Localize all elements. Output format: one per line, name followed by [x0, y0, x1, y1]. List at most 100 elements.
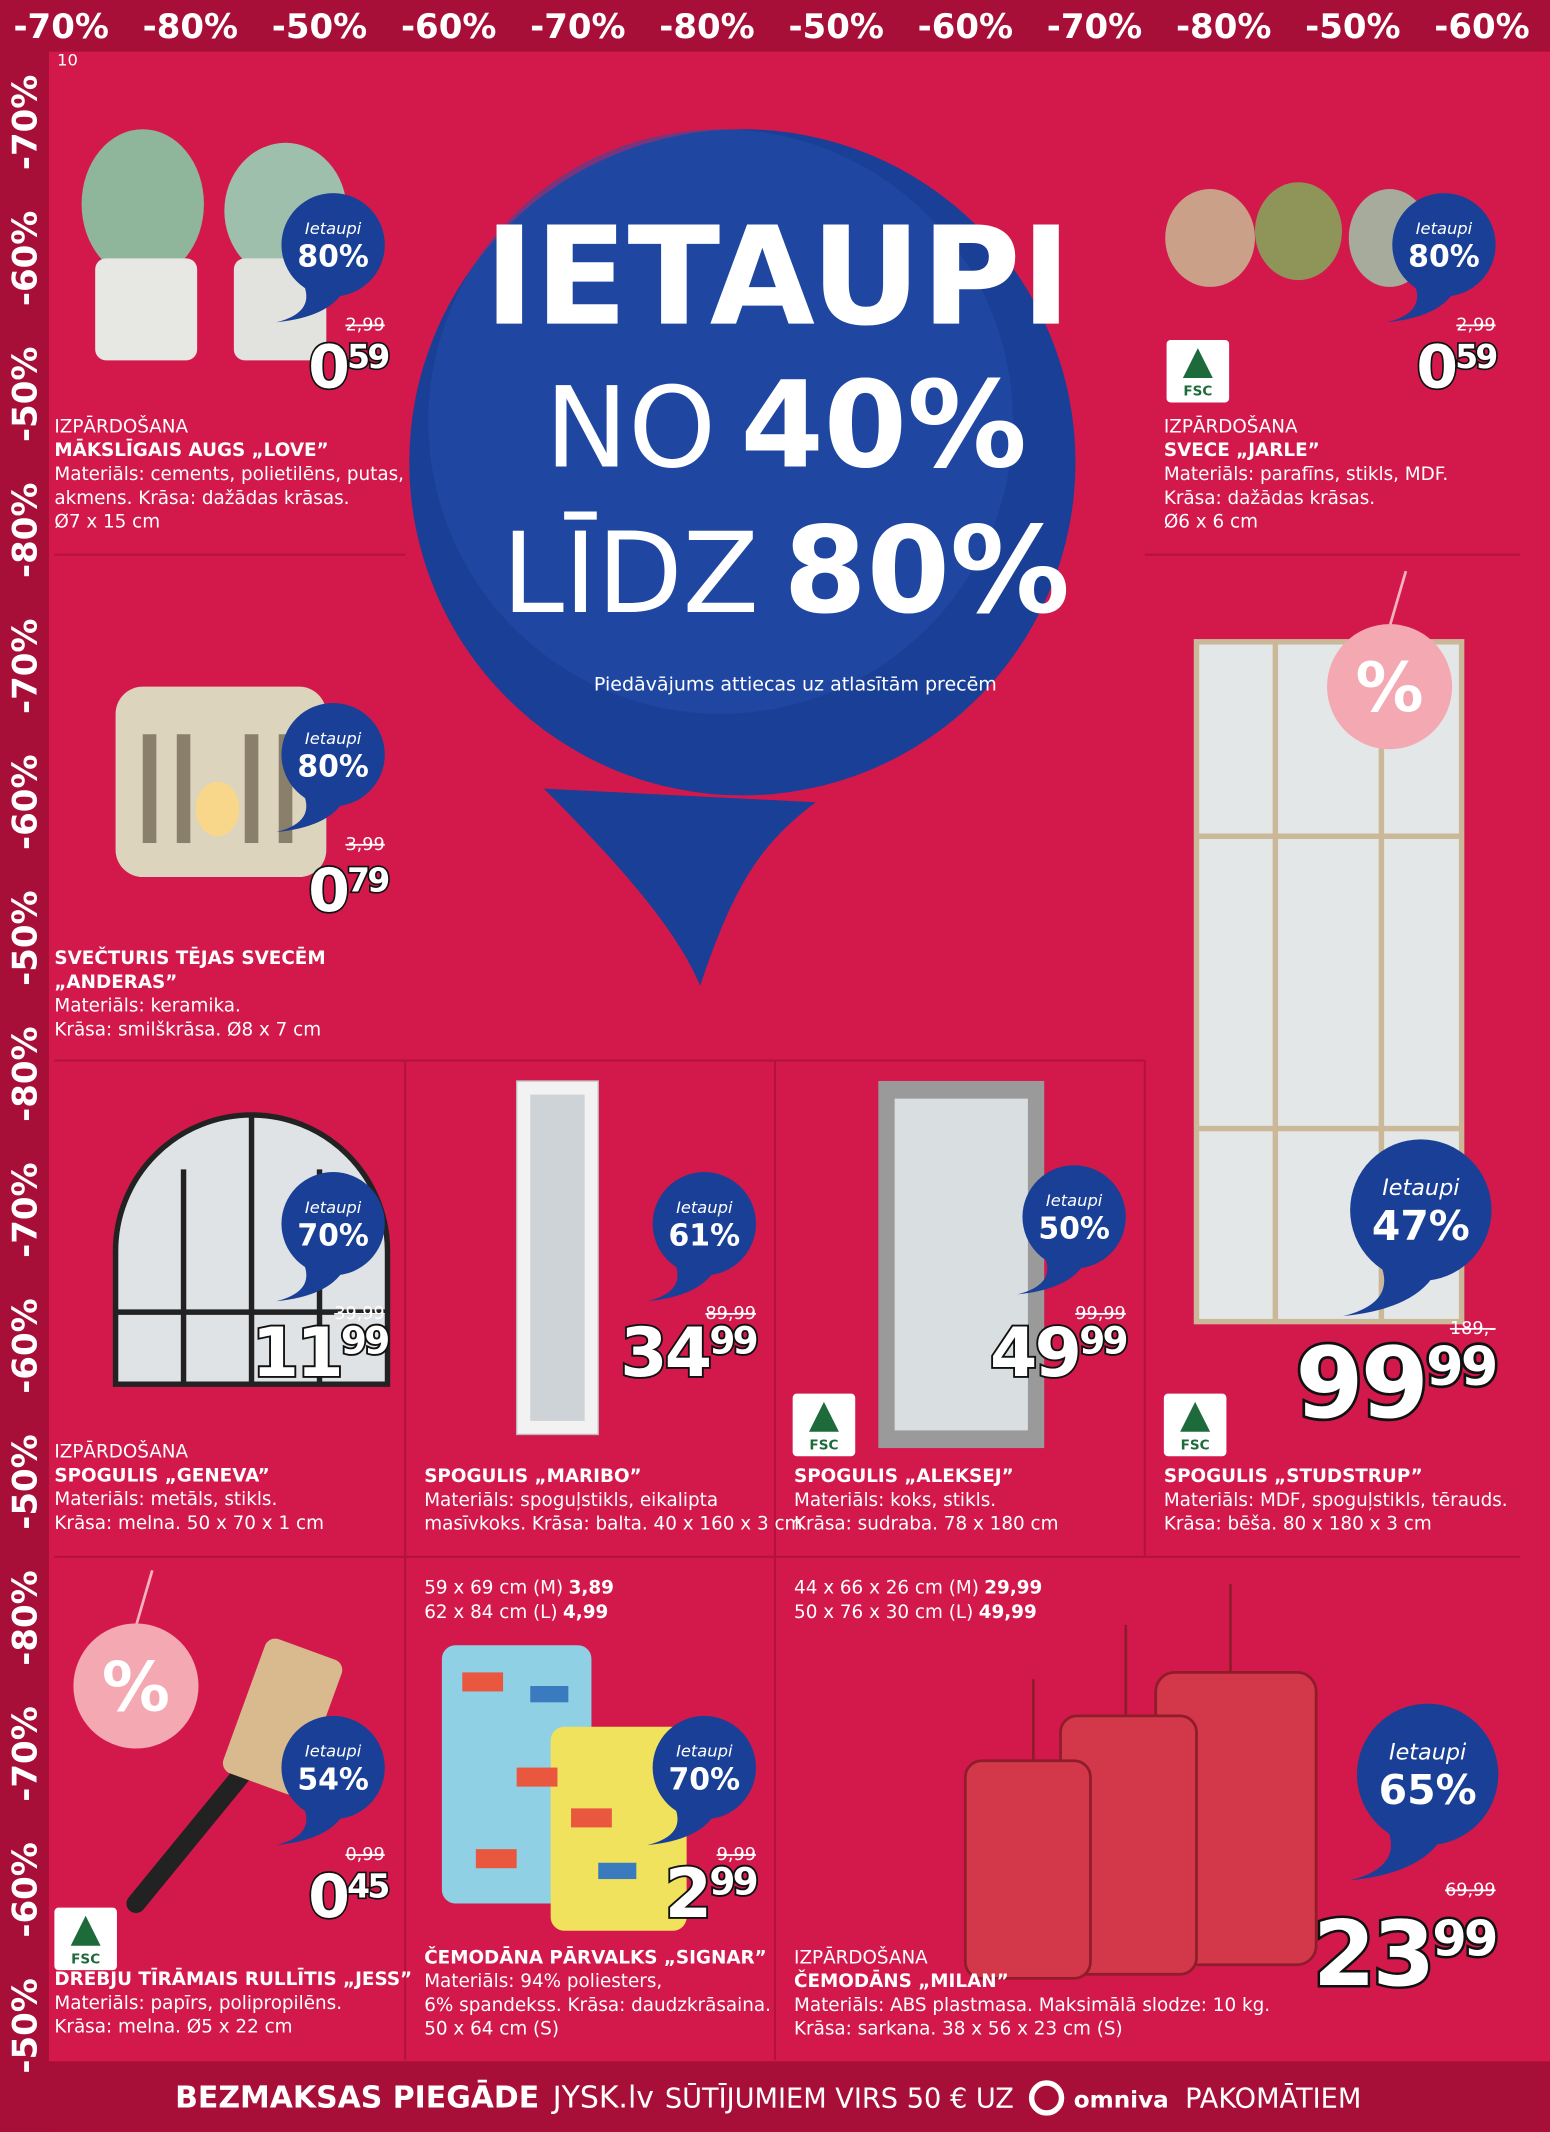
footer-condition: SŪTĪJUMIEM VIRS 50 € UZ [665, 2083, 1014, 2114]
price-cents: 79 [347, 860, 388, 899]
footer-text: BEZMAKSAS PIEGĀDE JYSK.lv SŪTĪJUMIEM VIRS … [175, 2079, 1361, 2115]
candle-holder-image [115, 686, 327, 878]
side-strip-label: -70% [6, 1162, 46, 1257]
size-price: 29,99 [984, 1578, 1042, 1599]
old-price: 189,- [1450, 1319, 1496, 1339]
old-price: 99,99 [1075, 1304, 1126, 1324]
product-title: ČEMODĀNA PĀRVALKS „SIGNAR” [424, 1946, 766, 1968]
top-strip-label: -50% [1305, 7, 1400, 47]
old-price: 2,99 [1456, 315, 1495, 335]
product-description: Krāsa: sudraba. 78 x 180 cm [794, 1514, 1058, 1535]
price-cents: 99 [1426, 1334, 1496, 1397]
price-whole: 2 [665, 1855, 710, 1934]
content: -70% -80% -50% -60% -70% -80% -50% -60% -70% -80%… [6, 7, 1530, 2116]
product-title: ČEMODĀNS „MILAN” [794, 1970, 1009, 1992]
side-strip-label: -70% [6, 75, 46, 170]
badge-label: Ietaupi [1382, 1175, 1460, 1201]
price: 059 [308, 333, 388, 403]
product-description: Materiāls: spoguļstikls, eikalipta [424, 1490, 718, 1511]
badge [281, 1172, 385, 1276]
footer-lockers: PAKOMĀTIEM [1185, 2083, 1361, 2114]
size: 50 x 76 x 30 cm (L) [794, 1602, 973, 1623]
badge-label: Ietaupi [676, 1198, 733, 1217]
tag-string [1388, 570, 1408, 628]
side-strip-label: -50% [6, 1978, 46, 2073]
price: 1199 [252, 1314, 388, 1393]
old-price: 39,99 [334, 1304, 385, 1324]
product-description: Krāsa: bēša. 80 x 180 x 3 cm [1164, 1514, 1432, 1535]
size-line: 62 x 84 cm (L) 4,99 [424, 1602, 608, 1623]
side-strip-label: -50% [6, 1434, 46, 1529]
size-price: 4,99 [563, 1602, 608, 1623]
fsc-label: FSC [71, 1951, 100, 1967]
fsc-label: FSC [1181, 1437, 1210, 1453]
badge-value: 50% [1038, 1212, 1110, 1247]
badge [1356, 1703, 1499, 1846]
badge-label: Ietaupi [305, 1742, 362, 1761]
product-description: Krāsa: smilškrāsa. Ø8 x 7 cm [54, 1019, 321, 1040]
price: 9999 [1295, 1327, 1496, 1441]
side-strip-label: -70% [6, 1706, 46, 1801]
side-strip-label: -60% [6, 755, 46, 850]
product-description: 6% spandekss. Krāsa: daudzkrāsaina. [424, 1995, 771, 2016]
badge [652, 1172, 756, 1276]
price: 3499 [620, 1314, 756, 1393]
hero-bubble [409, 129, 1076, 986]
top-strip-label: -60% [918, 7, 1013, 47]
side-strip [0, 0, 49, 2132]
badge-value: 47% [1372, 1202, 1470, 1250]
size-line: 59 x 69 cm (M) 3,89 [424, 1578, 614, 1599]
hero-value: 80% [784, 502, 1070, 641]
price-cents: 99 [1079, 1319, 1126, 1363]
badge [281, 702, 385, 807]
hero-value: 40% [741, 356, 1027, 495]
tag-string [134, 1570, 154, 1627]
sale-tag-label: % [1356, 649, 1424, 728]
product-description: Materiāls: cements, polietilēns, putas, [54, 464, 404, 485]
price-whole: 49 [990, 1314, 1079, 1393]
product-title: SPOGULIS „ALEKSEJ” [794, 1466, 1014, 1487]
side-strip-label: -60% [6, 211, 46, 306]
footer-site: JYSK.lv [551, 2080, 654, 2115]
roller-image [126, 1638, 343, 1914]
price-whole: 23 [1313, 1903, 1432, 2007]
product-description: Materiāls: parafīns, stikls, MDF. [1164, 464, 1448, 485]
badge-label: Ietaupi [1389, 1739, 1467, 1765]
price-whole: 0 [308, 856, 347, 926]
fsc-tree [808, 1401, 839, 1432]
size-price: 3,89 [569, 1578, 614, 1599]
product-description: Ø7 x 15 cm [54, 512, 160, 533]
sale-label: IZPĀRDOŠANA [794, 1946, 928, 1968]
old-price: 69,99 [1445, 1880, 1496, 1900]
product-description: Krāsa: dažādas krāsas. [1164, 488, 1375, 509]
badge [281, 193, 385, 297]
product-description: Materiāls: koks, stikls. [794, 1490, 996, 1511]
badge-value: 54% [297, 1762, 369, 1797]
sale-tag [1327, 624, 1453, 750]
price-whole: 11 [252, 1314, 341, 1393]
sale-tag [73, 1623, 199, 1749]
side-strip-label: -60% [6, 1298, 46, 1393]
price-whole: 34 [620, 1314, 710, 1393]
price: 079 [308, 856, 388, 926]
sale-label: IZPĀRDOŠANA [54, 415, 188, 437]
fsc-label: FSC [809, 1437, 838, 1453]
footer-carrier: omniva [1074, 2087, 1169, 2113]
old-price: 3,99 [345, 835, 384, 855]
hero-line3: LĪDZ 80% [502, 502, 1070, 641]
size-price: 49,99 [979, 1602, 1037, 1623]
price-whole: 0 [308, 1862, 347, 1932]
badge-value: 70% [669, 1762, 741, 1797]
price-cents: 99 [1432, 1910, 1496, 1968]
badge [281, 1715, 385, 1820]
fsc-tree [1180, 1401, 1211, 1432]
hero-prefix: LĪDZ [502, 510, 759, 639]
price: 4999 [990, 1314, 1126, 1393]
old-price: 89,99 [705, 1304, 756, 1324]
product-description: Materiāls: metāls, stikls. [54, 1489, 277, 1510]
price: 059 [1416, 333, 1496, 403]
